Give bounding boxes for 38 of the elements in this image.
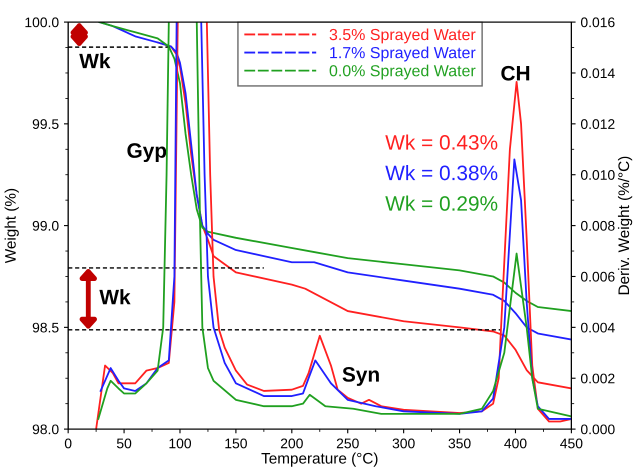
- y2-tick-label: 0.006: [580, 272, 615, 282]
- y2-tick-label: 0.014: [580, 68, 615, 78]
- y-tick-label: 98.0: [32, 424, 59, 434]
- legend-label: 3.5% Sprayed Water: [330, 28, 476, 44]
- x-tick-label: 0: [64, 438, 72, 448]
- x-tick-label: 100: [169, 438, 192, 448]
- y2-tick-label: 0.008: [580, 220, 615, 231]
- annotation: Syn: [342, 367, 379, 386]
- y2-tick-label: 0.000: [580, 424, 615, 434]
- legend-label: 1.7% Sprayed Water: [330, 46, 476, 62]
- annotation: Wk: [99, 289, 131, 304]
- y2-axis-title: Deriv. Weight (%/°C): [618, 156, 632, 294]
- x-tick-label: 200: [280, 438, 303, 448]
- annotation: Gyp: [127, 143, 166, 162]
- annotation: Wk = 0.29%: [385, 196, 498, 211]
- x-tick-label: 250: [336, 438, 359, 448]
- y-tick-label: 99.0: [32, 220, 59, 231]
- x-tick-label: 450: [560, 438, 582, 448]
- annotation: Wk: [79, 53, 110, 68]
- y-tick-label: 100.0: [25, 17, 59, 28]
- x-tick-label: 400: [504, 438, 527, 448]
- y2-tick-label: 0.002: [580, 374, 614, 384]
- legend-label: 0.0% Sprayed Water: [330, 64, 476, 80]
- annotation: Wk = 0.43%: [385, 134, 498, 150]
- annotation: CH: [501, 66, 530, 81]
- x-axis-title: Temperature (°C): [261, 452, 378, 467]
- y-tick-label: 99.5: [32, 119, 59, 130]
- y2-tick-label: 0.004: [580, 322, 615, 333]
- y-tick-label: 98.5: [32, 322, 59, 333]
- y2-tick-label: 0.012: [580, 119, 614, 130]
- x-tick-label: 350: [448, 438, 471, 448]
- annotation: Wk = 0.38%: [385, 165, 498, 180]
- x-tick-label: 300: [392, 438, 415, 448]
- y2-tick-label: 0.016: [580, 17, 615, 28]
- x-tick-label: 150: [225, 438, 247, 448]
- y-axis-title: Weight (%): [4, 188, 19, 264]
- x-tick-label: 50: [116, 438, 132, 448]
- y2-tick-label: 0.010: [580, 170, 615, 180]
